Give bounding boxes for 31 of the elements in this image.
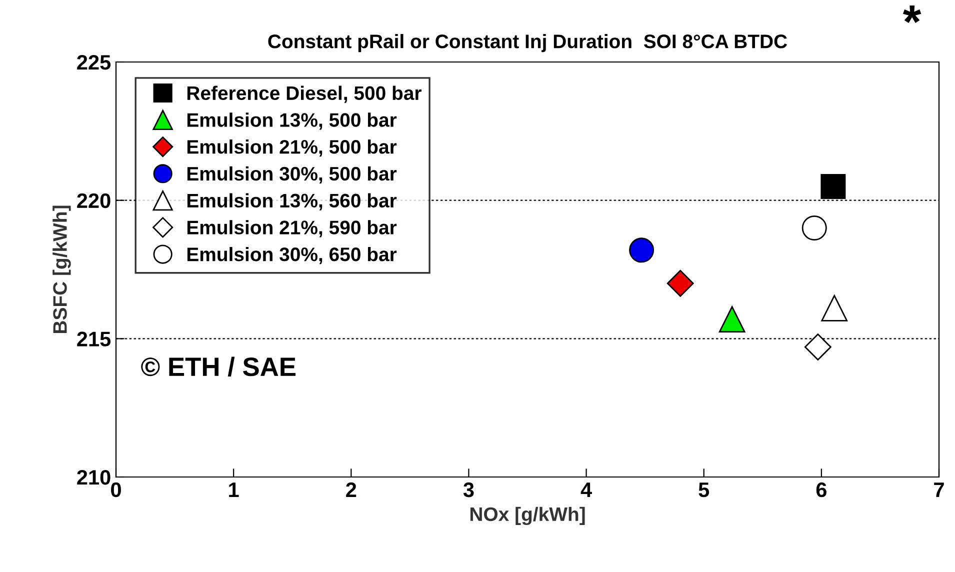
x-tick-label: 7 [934,482,944,497]
legend-label: Emulsion 13%, 560 bar [187,193,397,210]
legend-label: Emulsion 13%, 500 bar [187,112,397,130]
x-tick-label: 0 [111,482,121,498]
y-tick-label: 215 [77,332,111,346]
point [666,270,694,297]
legend-label: Emulsion 30%, 500 bar [187,166,397,184]
legend-label: Emulsion 30%, 650 bar [187,246,397,264]
point [802,216,827,240]
y-tick-label: 220 [77,193,110,208]
x-tick-label: 2 [346,482,356,497]
chart-title: Constant pRail or Constant Inj Duration SOI 8°CA BTDC [268,34,788,52]
text: * [902,5,922,24]
point [718,306,746,332]
legend-label: Emulsion 21%, 590 bar [187,220,397,238]
point [821,295,848,322]
point [629,238,654,263]
point [804,334,832,360]
legend-label: Emulsion 21%, 500 bar [187,139,397,157]
x-tick-label: 4 [580,482,592,497]
point [820,174,846,199]
y-axis-title: BSFC [g/kWh] [52,206,71,333]
y-tick-label: 210 [77,470,110,485]
y-tick-label: 225 [77,55,111,70]
annotation: © ETH / SAE [141,356,296,376]
x-tick-label: 3 [463,482,474,498]
legend-label: Reference Diesel, 500 bar [187,86,422,103]
x-tick-label: 1 [229,482,239,497]
x-axis-title: NOx [g/kWh] [470,506,585,526]
x-tick-label: 5 [698,482,710,498]
x-tick-label: 6 [816,482,826,498]
